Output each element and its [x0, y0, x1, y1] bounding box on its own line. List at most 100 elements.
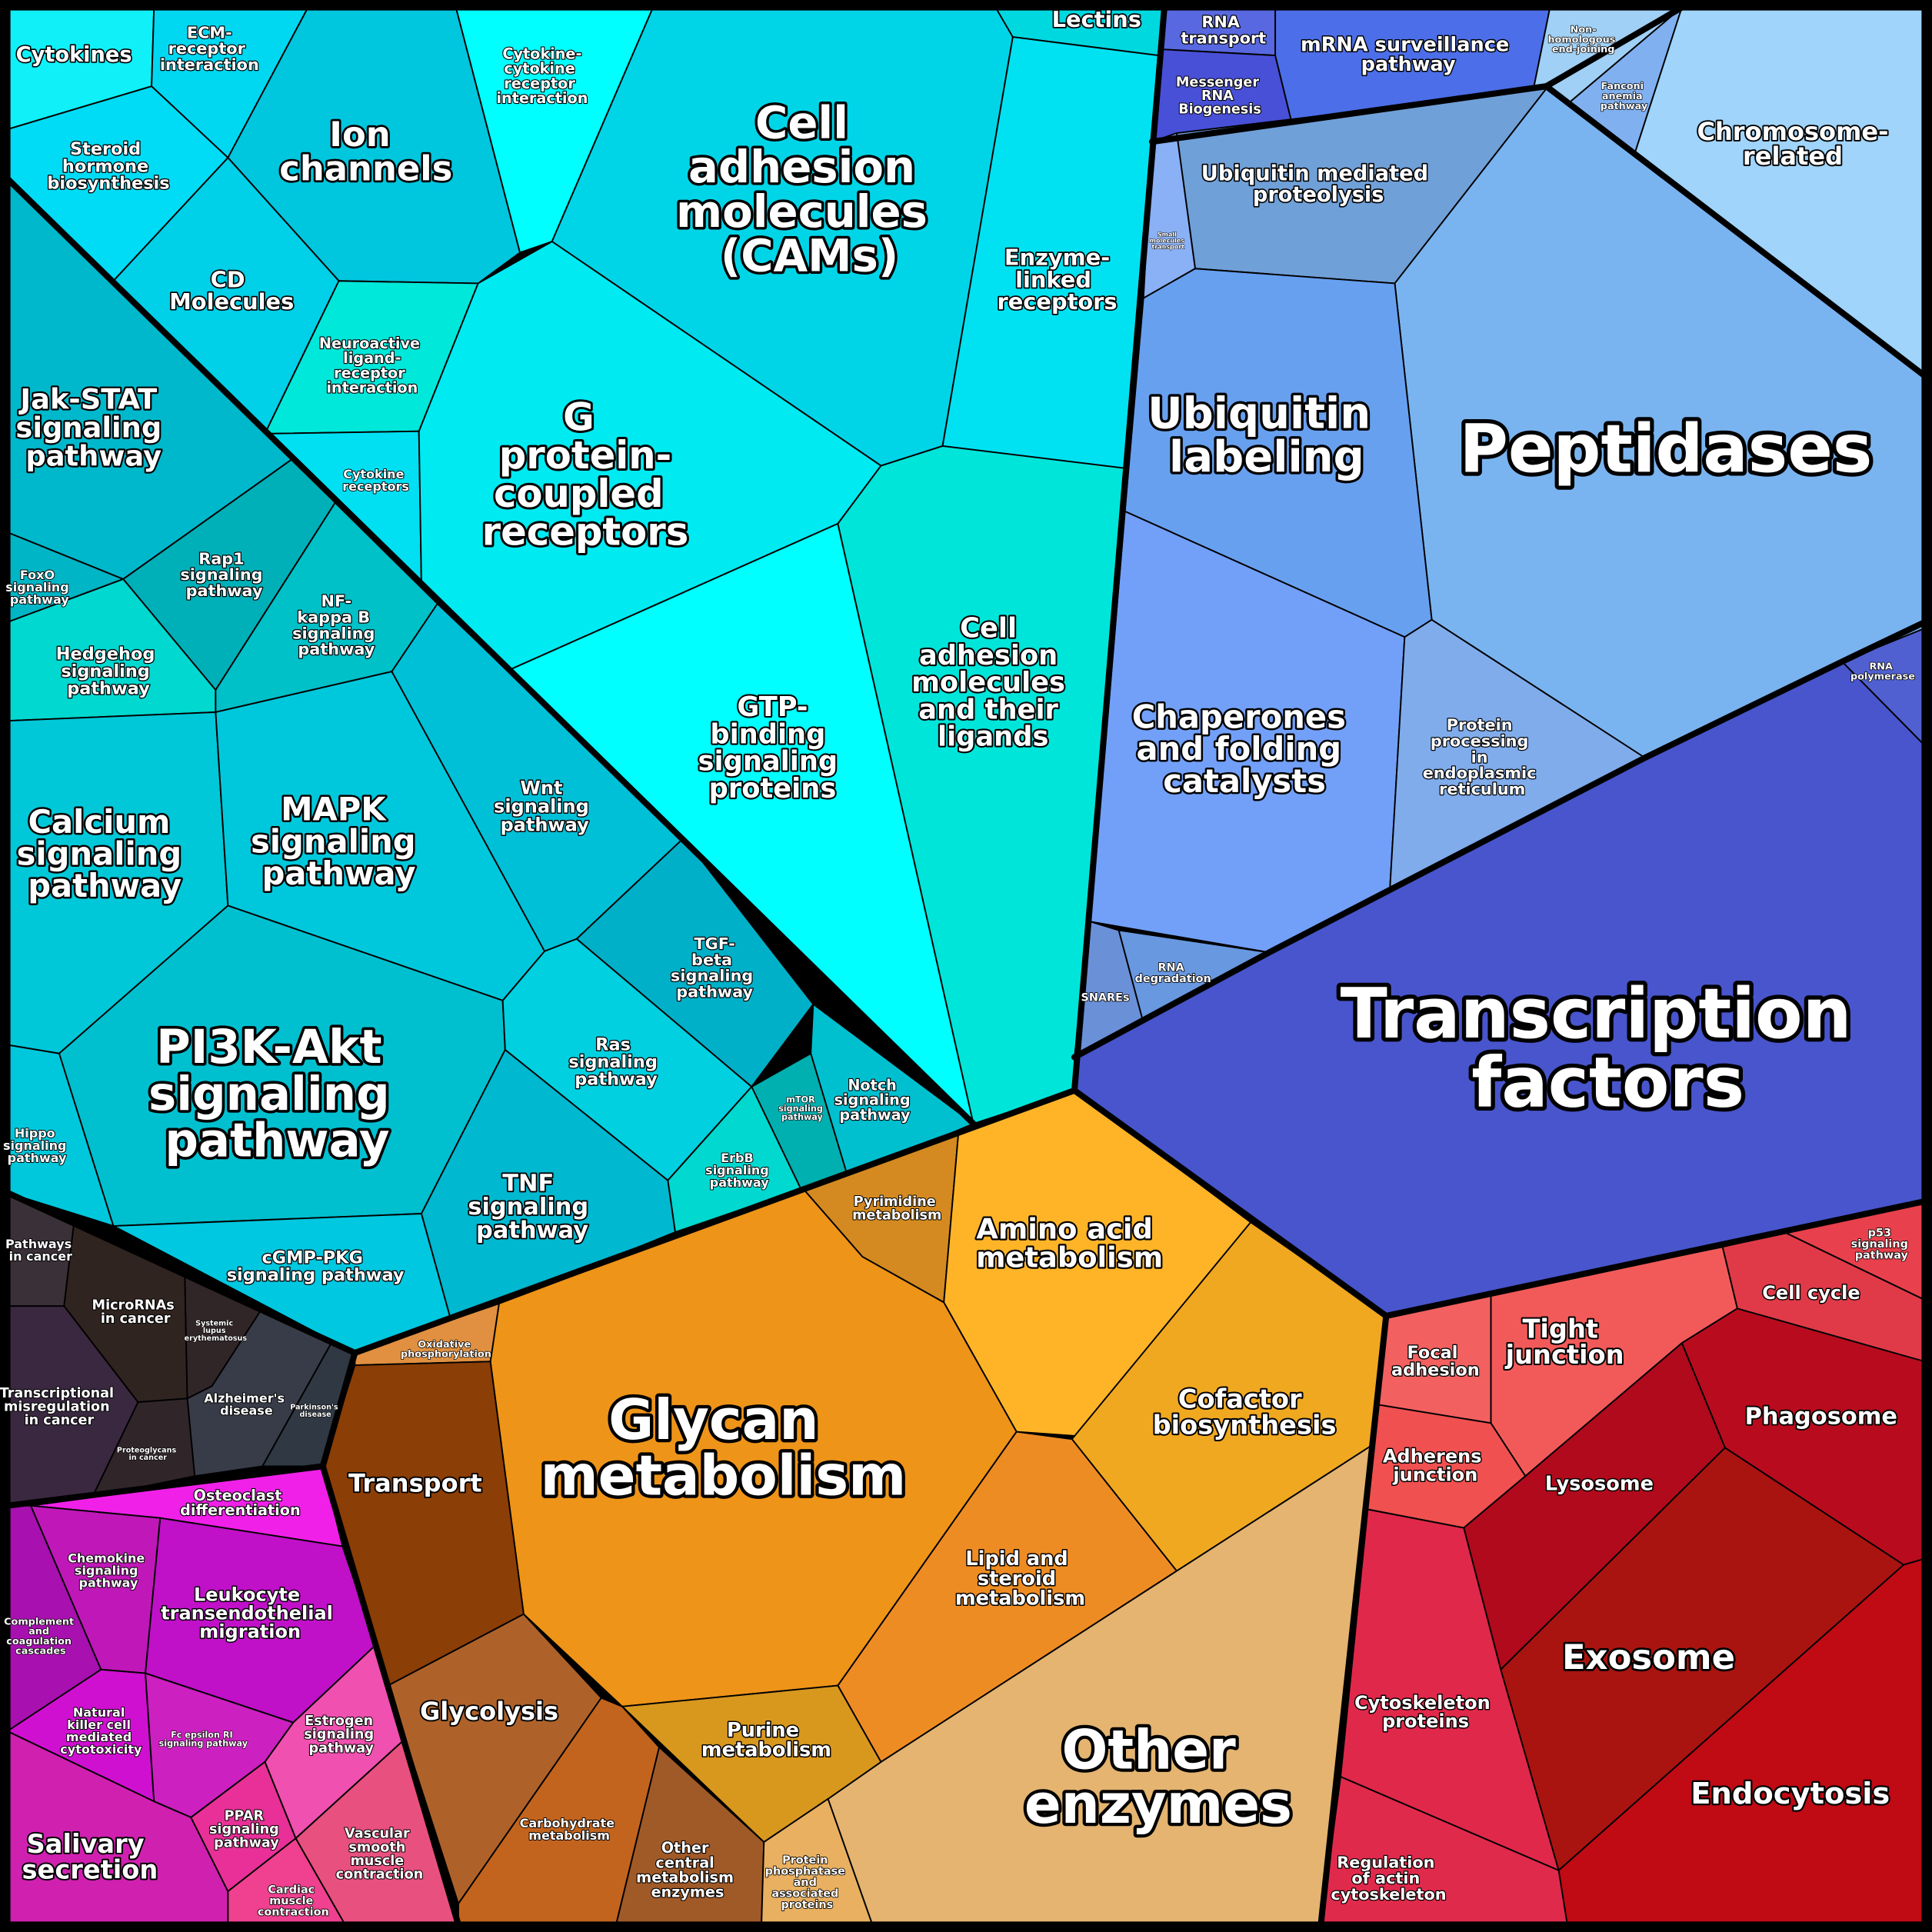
- cell: [92, 1397, 196, 1498]
- cell-label: Notch signaling pathway: [834, 1076, 916, 1123]
- group-border: [4, 1463, 326, 1509]
- group-border: [1071, 619, 1928, 1061]
- cell-label: Vascular smooth muscle contraction: [336, 1827, 424, 1883]
- cell-label: Cell adhesion molecules and their ligand…: [911, 613, 1074, 753]
- cell-label: G protein-coupled receptors: [482, 395, 689, 554]
- cell-label: NF-kappa B signaling pathway: [292, 592, 381, 658]
- cell-label: Exosome: [1562, 1637, 1735, 1677]
- cell-label: Neuroactive ligand-receptor interaction: [319, 334, 425, 396]
- cell-label: Chaperones and folding catalysts: [1132, 698, 1357, 800]
- group-border: [4, 1189, 461, 1928]
- cell-label: Peptidases: [1459, 411, 1872, 488]
- cell-label: ErbB signaling pathway: [705, 1150, 773, 1189]
- cell-label: mRNA surveillance pathway: [1301, 33, 1516, 76]
- cell-label: RNA transport: [1181, 13, 1266, 48]
- cell-label: Chemokine signaling pathway: [68, 1551, 149, 1590]
- cell-label: Hedgehog signaling pathway: [56, 644, 161, 698]
- group-border: [4, 175, 977, 1128]
- cell-label: Messenger RNA Biogenesis: [1176, 75, 1264, 117]
- group-border: [4, 4, 1928, 1928]
- group-border: [1071, 4, 1168, 1094]
- cell-label: Oxidative phosphorylation: [401, 1338, 491, 1360]
- cell-label: TNF signaling pathway: [468, 1170, 596, 1244]
- cell-label: Cytokine-cytokine receptor interaction: [496, 45, 588, 107]
- cell-label: PPAR signaling pathway: [209, 1808, 284, 1850]
- cell-label: Lectins: [1052, 6, 1141, 32]
- cell-label: Proteoglycans in cancer: [117, 1447, 179, 1463]
- cell-label: Steroid hormone biosynthesis: [47, 138, 169, 193]
- cell-label: Transcriptional misregulation in cancer: [0, 1386, 118, 1428]
- cell-label: Complement and coagulation cascades: [4, 1616, 77, 1657]
- cell-label: Ras signaling pathway: [568, 1034, 663, 1089]
- cell-label: Carbohydrate metabolism: [520, 1816, 619, 1843]
- group-border: [351, 1087, 1078, 1357]
- cell-label: Cofactor biosynthesis: [1153, 1384, 1337, 1440]
- cell-label: Ubiquitin mediated proteolysis: [1201, 162, 1436, 206]
- cell-label: Calcium signaling pathway: [17, 803, 193, 904]
- cell-label: RNA degradation: [1135, 961, 1211, 984]
- cell-label: Glycolysis: [420, 1697, 558, 1726]
- cell-label: p53 signaling pathway: [1851, 1227, 1912, 1262]
- cell-label: Tight junction: [1504, 1314, 1624, 1370]
- cell-label: Cytokine receptors: [342, 466, 409, 493]
- cell-label: Lipid and steroid metabolism: [955, 1547, 1085, 1610]
- cell-label: Purine metabolism: [701, 1719, 831, 1762]
- cell-label: Adherens junction: [1383, 1445, 1488, 1485]
- cell-label: Alzheimer's disease: [204, 1391, 288, 1417]
- cell-label: Cardiac muscle contraction: [258, 1884, 329, 1919]
- cell-label: Ubiquitin labeling: [1148, 388, 1386, 481]
- cell-label: Lysosome: [1545, 1472, 1654, 1495]
- group-border: [1543, 83, 1928, 379]
- cell-label: Other central metabolism enzymes: [636, 1839, 739, 1901]
- cell-label: GTP-binding signaling proteins: [698, 691, 848, 804]
- labels: Cytokines ECM-receptor interaction Steroid…: [0, 5, 1916, 1920]
- cell-label: ECM-receptor interaction: [160, 23, 259, 74]
- group-border: [1317, 1312, 1390, 1928]
- cell-label: Estrogen signaling pathway: [304, 1714, 378, 1756]
- cell-label: Phagosome: [1745, 1403, 1898, 1430]
- cell-label: CD Molecules: [169, 266, 294, 315]
- cell-label: cGMP-PKG signaling pathway: [227, 1247, 405, 1284]
- cells: [6, 6, 1926, 1926]
- cell-label: Cell cycle: [1762, 1282, 1860, 1304]
- cell-label: MicroRNAs in cancer: [92, 1297, 179, 1327]
- cell-label: Transport: [348, 1468, 482, 1497]
- cell-label: Endocytosis: [1690, 1777, 1890, 1811]
- cell-label: Transcription factors: [1341, 974, 1876, 1124]
- cell-label: Pyrimidine metabolism: [852, 1194, 941, 1224]
- cell-label: Rap1 signaling pathway: [180, 549, 268, 600]
- cell-label: mTOR signaling pathway: [778, 1095, 826, 1122]
- cell-label: Protein processing in endoplasmic reticu…: [1423, 716, 1542, 798]
- cell-label: Fanconi anemia pathway: [1601, 81, 1648, 112]
- cell-label: Cytokines: [16, 43, 132, 67]
- cell-label: Regulation of actin cytoskeleton: [1331, 1853, 1446, 1904]
- cell: [621, 1684, 882, 1844]
- cell-label: FoxO signaling pathway: [5, 568, 73, 607]
- cell-label: Systemic lupus erythematosus: [185, 1320, 248, 1343]
- group-borders: [4, 4, 1928, 1928]
- cell-label: Small molecules transport: [1150, 231, 1187, 250]
- cell-label: Wnt signaling pathway: [494, 777, 595, 835]
- cell-label: Salivary secretion: [22, 1829, 158, 1885]
- cell-label: Cell adhesion molecules (CAMs): [676, 96, 943, 281]
- cell-label: Glycan metabolism: [541, 1388, 907, 1508]
- cell-label: SNAREs: [1081, 992, 1129, 1004]
- cell: [1340, 1508, 1560, 1871]
- cell-label: Chromosome-related: [1697, 117, 1888, 171]
- cell-label: Cytoskeleton proteins: [1354, 1692, 1497, 1732]
- cell-label: Jak-STAT signaling pathway: [15, 382, 172, 472]
- cell-label: PI3K-Akt signaling pathway: [148, 1020, 406, 1168]
- cell-label: Protein phosphatase and associated prote…: [765, 1854, 849, 1911]
- cell-label: RNA polymerase: [1850, 661, 1915, 682]
- cell-label: Enzyme-linked receptors: [998, 244, 1118, 315]
- cell-label: Parkinson's disease: [290, 1404, 341, 1420]
- cell-label: Ion channels: [279, 114, 452, 189]
- cell-label: Other enzymes: [1024, 1718, 1292, 1835]
- cell-label: MAPK signaling pathway: [251, 791, 427, 892]
- cell-label: Pathways in cancer: [5, 1237, 76, 1264]
- cell-label: TGF-beta signaling pathway: [671, 934, 759, 1001]
- cell-label: Leukocyte transendothelial migration: [161, 1584, 339, 1643]
- cell-label: Non-homologous end-joining: [1547, 24, 1618, 55]
- cell-label: Natural killer cell mediated cytotoxicit…: [60, 1704, 142, 1756]
